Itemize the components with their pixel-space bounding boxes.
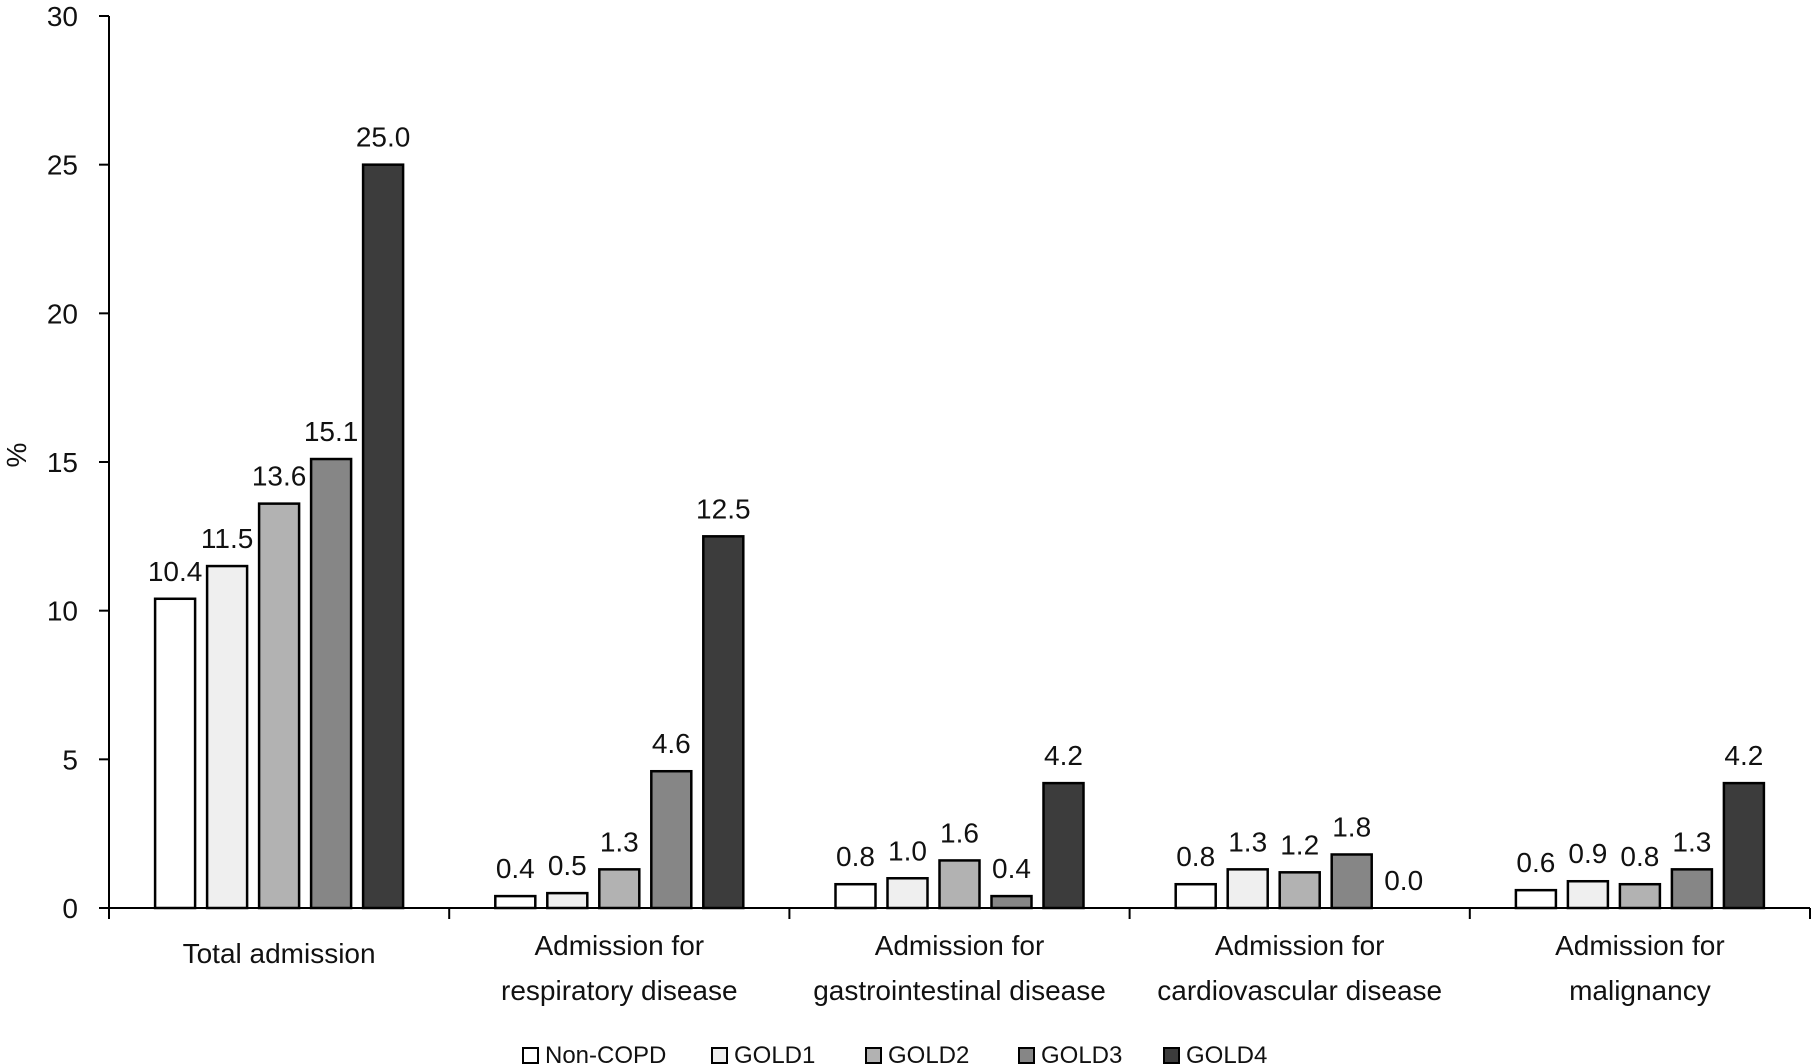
data-label: 0.8 [1176, 841, 1215, 872]
y-tick-label: 25 [47, 150, 78, 181]
legend-swatch [1018, 1047, 1035, 1064]
bar [1566, 879, 1610, 910]
category-label: gastrointestinal disease [813, 975, 1106, 1006]
y-axis-title: % [1, 443, 32, 468]
y-tick-label: 0 [62, 893, 78, 924]
bar [1278, 871, 1321, 910]
bar [702, 535, 745, 910]
y-tick-label: 5 [62, 744, 78, 775]
data-label: 12.5 [696, 493, 751, 524]
category-label: Admission for [1555, 930, 1725, 961]
legend-label: GOLD3 [1041, 1042, 1122, 1064]
bar [361, 163, 405, 910]
bar [938, 859, 981, 910]
bar [205, 564, 249, 910]
legend: Non-COPD GOLD1 GOLD2 GOLD3 GOLD4 [522, 1042, 1267, 1064]
legend-label: GOLD4 [1186, 1042, 1267, 1064]
bar [598, 868, 641, 910]
bar [1722, 781, 1766, 910]
bar [834, 882, 877, 910]
legend-label: Non-COPD [545, 1042, 666, 1064]
category-label: Admission for [875, 930, 1045, 961]
bar [650, 769, 693, 910]
data-label: 10.4 [148, 556, 203, 587]
data-label: 11.5 [201, 523, 253, 554]
category-label: cardiovascular disease [1157, 975, 1442, 1006]
category-label: malignancy [1569, 975, 1711, 1006]
y-tick-label: 20 [47, 298, 78, 329]
data-label: 1.0 [888, 835, 927, 866]
bar [1670, 868, 1714, 910]
data-label: 1.3 [1228, 826, 1267, 857]
bar [990, 894, 1033, 910]
data-labels: 10.411.5 13.6 15.1 25.0 0.4 0.5 1.3 4.6 12.5 0.8 1… [148, 122, 1764, 896]
bar [1174, 882, 1217, 910]
y-tick-label: 15 [47, 447, 78, 478]
data-label: 0.0 [1384, 865, 1423, 896]
data-label: 13.6 [252, 461, 307, 492]
data-label: 0.6 [1516, 847, 1555, 878]
data-label: 0.9 [1568, 838, 1607, 869]
legend-swatch [522, 1047, 539, 1064]
data-label: 4.6 [652, 728, 691, 759]
bar [494, 894, 537, 910]
data-label: 0.8 [1620, 841, 1659, 872]
y-axis-ticks: 0 5 10 15 20 25 30 [47, 1, 109, 924]
data-label: 0.8 [836, 841, 875, 872]
bar [257, 502, 301, 910]
x-axis [108, 907, 1811, 919]
bar [1618, 882, 1662, 910]
bar [886, 877, 929, 910]
data-label: 1.2 [1280, 829, 1319, 860]
bar [1226, 868, 1269, 910]
data-label: 0.4 [992, 853, 1031, 884]
data-label: 1.3 [1672, 826, 1711, 857]
category-label: respiratory disease [501, 975, 738, 1006]
category-label: Admission for [534, 930, 704, 961]
legend-swatch [1163, 1047, 1180, 1064]
data-label: 0.4 [496, 853, 535, 884]
data-label: 1.3 [600, 826, 639, 857]
data-label: 1.6 [940, 817, 979, 848]
bar [1042, 781, 1085, 910]
bar [1330, 853, 1373, 910]
data-label: 0.5 [548, 850, 587, 881]
legend-label: GOLD1 [734, 1042, 815, 1064]
y-tick-label: 30 [47, 1, 78, 32]
bar [309, 457, 353, 910]
legend-swatch [865, 1047, 882, 1064]
bar [153, 597, 197, 910]
data-label: 25.0 [356, 122, 411, 153]
bar [546, 891, 589, 910]
y-tick-label: 10 [47, 596, 78, 627]
data-label: 4.2 [1724, 740, 1763, 771]
legend-swatch [711, 1047, 728, 1064]
data-label: 15.1 [304, 416, 359, 447]
category-labels: Total admission Admission for respiratory … [183, 930, 1725, 1006]
bar-series [153, 163, 1766, 910]
legend-label: GOLD2 [888, 1042, 969, 1064]
data-label: 1.8 [1332, 811, 1371, 842]
bar [1514, 888, 1558, 910]
category-label: Total admission [183, 938, 376, 969]
category-label: Admission for [1215, 930, 1385, 961]
data-label: 4.2 [1044, 740, 1083, 771]
